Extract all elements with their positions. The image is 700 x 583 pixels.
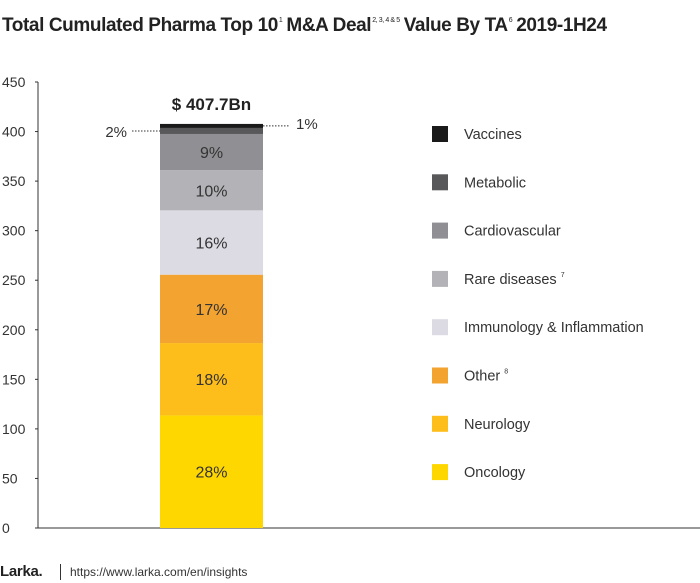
bar-segment [160,210,263,275]
title-text-2: M&A Deal [286,15,372,36]
stacked-bar [160,123,263,528]
y-axis: 0 50 100 150 200 250 300 350 400 450 [2,74,700,536]
legend-label: Rare diseases 7 [464,272,565,288]
legend-swatch [432,415,448,432]
y-tick-label: 400 [2,124,26,140]
y-tick-label: 300 [2,223,26,239]
segment-label: 10% [195,183,227,200]
legend-swatch [432,174,448,191]
title-text-1: Total Cumulated Pharma Top 10 [2,15,278,36]
y-tick-label: 250 [2,272,26,288]
bar-segment [160,415,263,528]
segment-label: 2% [105,124,127,141]
legend-label: Immunology & Inflammation [464,320,644,336]
segment-label: 18% [195,372,227,389]
y-tick-label: 50 [2,470,18,486]
total-label: $ 407.7Bn [172,95,251,114]
legend-label: Cardiovascular [464,224,561,240]
y-tick-label: 100 [2,421,26,437]
legend: Vaccines Metabolic Cardiovascular Rare dise… [432,126,644,481]
y-tick-label: 200 [2,322,26,338]
bar-segment [160,170,263,211]
chart-title: Total Cumulated Pharma Top 101 M&A Deal2,… [2,6,692,36]
bar-segment [160,127,263,134]
segment-label: 16% [195,236,227,253]
y-tick-label: 450 [2,74,26,90]
legend-footnote: 7 [561,272,565,279]
segment-label: 17% [195,302,227,319]
legend-swatch [432,367,448,384]
y-tick-label: 0 [2,520,10,536]
y-tick-label: 350 [2,173,26,189]
bar-segment [160,274,263,344]
footer-divider [60,564,61,580]
title-text-4: 2019-1H24 [516,15,607,36]
legend-label: Other 8 [464,369,508,385]
bar-segment [160,343,263,416]
legend-footnote: 8 [504,369,508,376]
bar-segment [160,133,263,171]
segment-label: 1% [296,116,318,133]
y-tick-label: 150 [2,371,26,387]
legend-label: Neurology [464,417,531,433]
brand-logo: Larka. [0,563,43,580]
title-text-3: Value By TA [403,15,508,36]
source-url[interactable]: https://www.larka.com/en/insights [70,565,248,579]
legend-swatch [432,319,448,336]
legend-label: Oncology [464,465,526,481]
footer: Larka. https://www.larka.com/en/insights [0,562,700,582]
segment-label: 28% [195,465,227,482]
legend-label: Vaccines [464,127,522,143]
legend-swatch [432,222,448,239]
legend-label: Metabolic [464,175,526,191]
title-footnote-3: 6 [508,17,513,24]
stacked-bar-chart: 0 50 100 150 200 250 300 350 400 450 28% 18% 17% 16%… [2,74,700,536]
title-footnote-2: 2, 3, 4 & 5 [372,17,400,24]
title-footnote-1: 1 [278,17,283,24]
segment-label: 9% [200,145,223,162]
segment-labels: 28% 18% 17% 16% 10% 9% 2% 1% $ 407.7Bn [105,95,317,482]
legend-swatch [432,270,448,287]
legend-swatch [432,464,448,481]
legend-swatch [432,126,448,142]
bar-segment [160,123,263,128]
